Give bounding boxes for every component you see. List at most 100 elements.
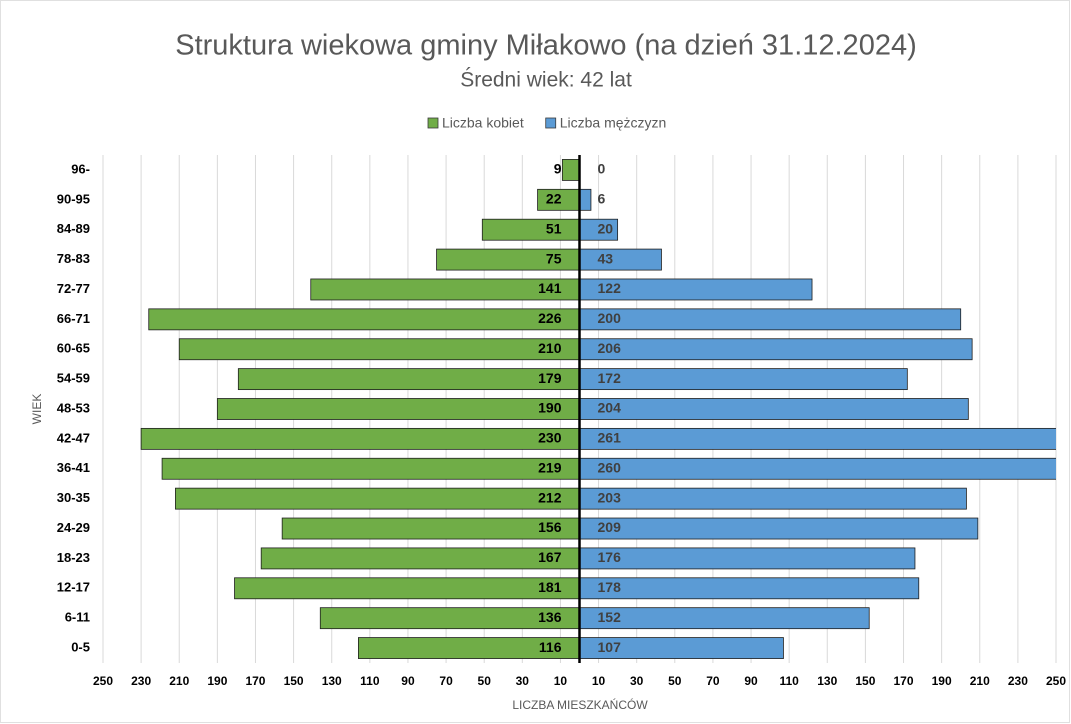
data-label: 230 xyxy=(538,430,562,446)
data-label: 75 xyxy=(546,250,562,266)
data-label: 209 xyxy=(598,519,622,535)
bar xyxy=(579,547,916,570)
data-label: 179 xyxy=(538,370,562,386)
data-label: 20 xyxy=(598,220,614,236)
x-tick-label: 230 xyxy=(131,674,151,688)
y-tick-label: 84-89 xyxy=(57,221,90,236)
x-tick-label: 210 xyxy=(970,674,990,688)
bar xyxy=(579,487,967,510)
data-label: 156 xyxy=(538,519,562,535)
bar xyxy=(260,547,580,570)
data-label: 176 xyxy=(598,549,622,565)
y-tick-label: 36-41 xyxy=(57,460,90,475)
y-tick-label: 72-77 xyxy=(57,281,90,296)
x-tick-label: 230 xyxy=(1008,674,1028,688)
y-tick-label: 48-53 xyxy=(57,400,90,415)
data-label: 190 xyxy=(538,400,562,416)
y-tick-label: 12-17 xyxy=(57,580,90,595)
y-tick-label: 6-11 xyxy=(65,610,90,625)
y-tick-label: 0-5 xyxy=(71,639,90,654)
y-tick-label: 30-35 xyxy=(57,490,90,505)
data-label: 206 xyxy=(598,340,622,356)
data-label: 116 xyxy=(539,639,562,655)
legend-label: Liczba kobiet xyxy=(442,115,524,131)
data-label: 9 xyxy=(554,161,562,177)
y-tick-label: 60-65 xyxy=(57,341,90,356)
data-label: 0 xyxy=(598,161,606,177)
bar xyxy=(237,368,580,391)
chart-title: Struktura wiekowa gminy Miłakowo (na dzi… xyxy=(175,30,916,62)
data-label: 203 xyxy=(598,489,622,505)
x-tick-label: 150 xyxy=(855,674,875,688)
x-tick-label: 110 xyxy=(779,674,799,688)
bar xyxy=(579,577,920,600)
bar xyxy=(175,487,580,510)
bar xyxy=(579,517,979,540)
bar xyxy=(178,338,580,361)
x-tick-label: 170 xyxy=(245,674,265,688)
data-label: 204 xyxy=(598,400,622,416)
data-label: 181 xyxy=(538,579,562,595)
bar xyxy=(579,457,1056,480)
data-label: 219 xyxy=(538,459,562,475)
bar xyxy=(148,308,580,331)
bar xyxy=(579,248,662,271)
y-tick-label: 42-47 xyxy=(57,430,90,445)
data-label: 107 xyxy=(598,639,622,655)
x-tick-label: 30 xyxy=(516,674,530,688)
x-tick-label: 130 xyxy=(817,674,837,688)
x-tick-label: 250 xyxy=(93,674,113,688)
bar xyxy=(579,188,592,211)
bar xyxy=(561,159,580,181)
x-tick-label: 110 xyxy=(360,674,380,688)
x-tick-label: 150 xyxy=(284,674,304,688)
legend-swatch xyxy=(427,117,439,129)
data-label: 178 xyxy=(598,579,622,595)
bar xyxy=(281,517,580,540)
bars xyxy=(140,159,1056,659)
y-tick-label: 18-23 xyxy=(57,550,90,565)
x-tick-label: 190 xyxy=(932,674,952,688)
data-label: 136 xyxy=(538,609,562,625)
bar xyxy=(161,457,580,480)
y-tick-label: 54-59 xyxy=(57,371,90,386)
data-label: 122 xyxy=(598,280,622,296)
data-label: 210 xyxy=(538,340,562,356)
data-label: 261 xyxy=(598,430,622,446)
bar xyxy=(579,398,969,420)
bar xyxy=(579,308,962,331)
bar xyxy=(140,427,580,450)
legend-label: Liczba mężczyzn xyxy=(560,115,667,131)
y-tick-label: 96- xyxy=(71,161,90,176)
x-tick-label: 30 xyxy=(630,674,644,688)
bar xyxy=(579,427,1056,450)
x-tick-label: 70 xyxy=(439,674,453,688)
data-label: 51 xyxy=(546,220,562,236)
y-tick-label: 78-83 xyxy=(57,251,90,266)
data-label: 172 xyxy=(598,370,622,386)
x-tick-label: 90 xyxy=(744,674,758,688)
x-tick-label: 70 xyxy=(706,674,720,688)
y-tick-label: 66-71 xyxy=(57,311,90,326)
data-label: 226 xyxy=(538,310,562,326)
x-tick-label: 250 xyxy=(1046,674,1066,688)
bar xyxy=(579,338,973,361)
x-tick-label: 50 xyxy=(668,674,682,688)
x-tick-label: 130 xyxy=(322,674,342,688)
x-tick-label: 190 xyxy=(207,674,227,688)
bar xyxy=(234,577,580,600)
data-label: 200 xyxy=(598,310,622,326)
x-tick-label: 10 xyxy=(592,674,606,688)
data-label: 43 xyxy=(598,250,614,266)
bar xyxy=(481,218,580,241)
data-label: 260 xyxy=(598,459,622,475)
y-axis-label: WIEK xyxy=(30,394,44,425)
data-label: 152 xyxy=(598,609,622,625)
x-tick-label: 210 xyxy=(169,674,189,688)
legend-swatch xyxy=(545,117,557,129)
x-tick-label: 50 xyxy=(478,674,492,688)
x-tick-label: 90 xyxy=(401,674,415,688)
data-label: 212 xyxy=(538,489,562,505)
